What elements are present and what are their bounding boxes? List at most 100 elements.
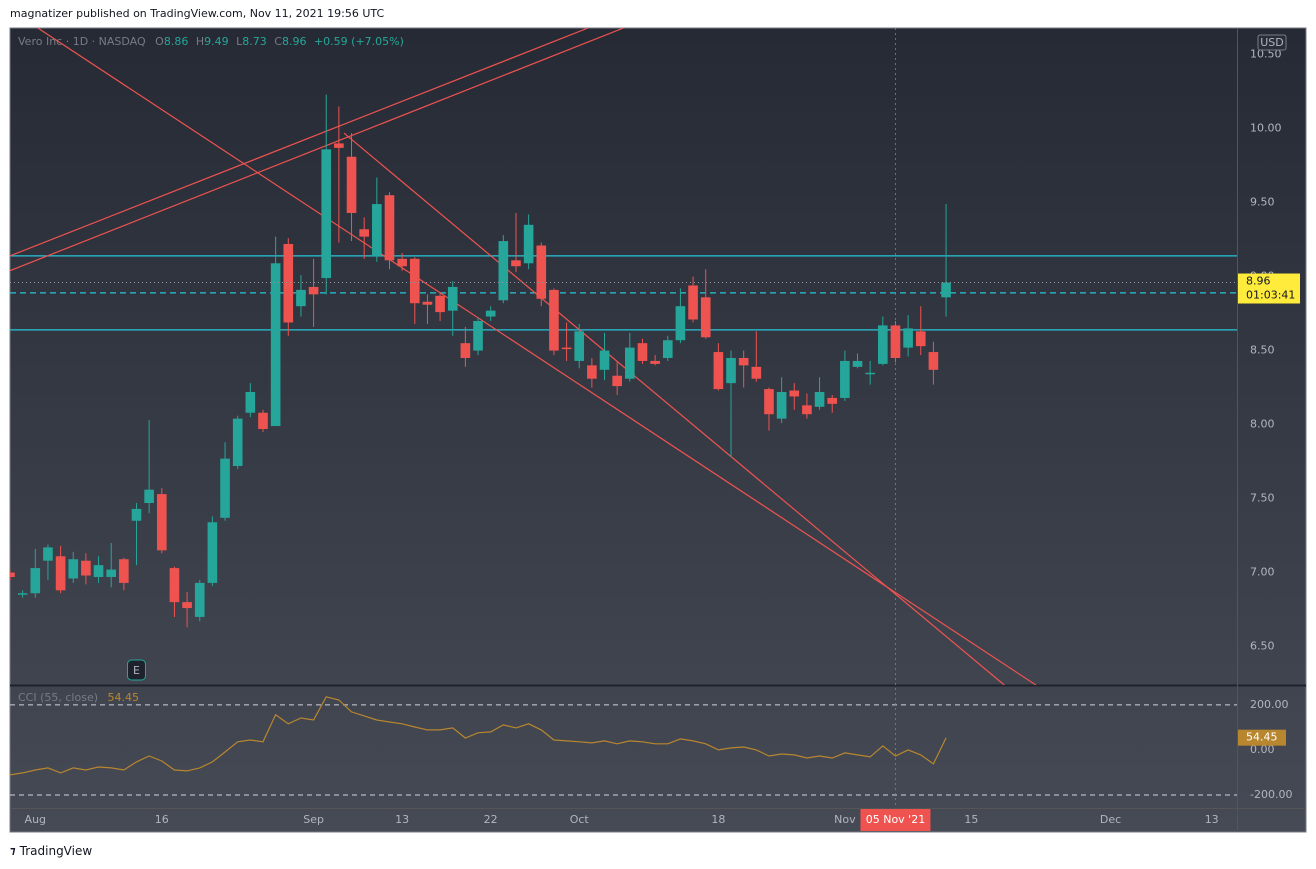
x-tick-label: 13 xyxy=(395,813,409,826)
logo-mark: ⁊ xyxy=(10,844,16,857)
price-label-box xyxy=(1238,273,1300,304)
candle-body xyxy=(30,568,41,594)
price-label: 8.96 xyxy=(1246,275,1271,288)
candle-body xyxy=(194,582,205,617)
x-tick-label: Aug xyxy=(25,813,46,826)
cci-tick-label: -200.00 xyxy=(1250,788,1292,801)
cci-legend: CCI (55, close) 54.45 xyxy=(18,691,139,704)
candle-body xyxy=(574,331,585,361)
candle-body xyxy=(473,320,483,351)
legend-key: H xyxy=(196,35,204,48)
candle-body xyxy=(321,149,332,279)
candle-body xyxy=(17,593,28,595)
candle-body xyxy=(55,556,66,591)
event-label: E xyxy=(133,664,140,677)
cci-value: 54.45 xyxy=(108,691,140,704)
candle-body xyxy=(270,263,281,427)
candle-body xyxy=(523,224,534,264)
countdown: 01:03:41 xyxy=(1246,289,1295,302)
x-tick-label: Nov xyxy=(834,813,856,826)
y-tick-label: 10.50 xyxy=(1250,48,1282,61)
cci-pane xyxy=(10,696,1237,796)
overlay: 6.507.007.508.008.509.009.5010.0010.5020… xyxy=(25,28,1300,831)
y-tick-label: 9.50 xyxy=(1250,196,1275,209)
candle-body xyxy=(599,350,610,370)
currency: USD xyxy=(1260,36,1284,49)
legend-change: +0.59 (+7.05%) xyxy=(314,35,404,48)
legend-high: 9.49 xyxy=(204,35,229,48)
candle-body xyxy=(802,405,812,415)
candle-body xyxy=(928,352,939,370)
candle-body xyxy=(43,547,53,561)
candle-body xyxy=(915,331,926,347)
cci-tick-label: 0.00 xyxy=(1250,743,1275,756)
legend-key: O xyxy=(155,35,164,48)
candle-body xyxy=(700,297,711,338)
x-tick-label: 13 xyxy=(1205,813,1219,826)
main-pane xyxy=(10,28,1237,685)
candle-body xyxy=(827,397,838,404)
candle-body xyxy=(738,357,749,366)
legend-key: L xyxy=(236,35,243,48)
y-tick-label: 8.50 xyxy=(1250,344,1275,357)
candle-body xyxy=(878,325,888,364)
y-tick-label: 10.00 xyxy=(1250,122,1282,135)
candle-body xyxy=(296,289,306,307)
candle-body xyxy=(776,392,787,419)
candle-body xyxy=(726,357,736,384)
candle-body xyxy=(612,375,622,387)
candle-body xyxy=(10,572,15,577)
candle-body xyxy=(447,286,458,311)
candle-body xyxy=(156,494,167,551)
candle-body xyxy=(359,229,369,237)
crosshair-label: 05 Nov '21 xyxy=(866,813,925,826)
legend-open: 8.86 xyxy=(164,35,189,48)
candle-body xyxy=(384,195,395,261)
y-tick-label: 7.00 xyxy=(1250,566,1275,579)
candle-body xyxy=(903,328,913,348)
x-tick-label: Oct xyxy=(570,813,590,826)
candle-body xyxy=(751,366,762,379)
legend-key: C xyxy=(274,35,282,48)
trend-line xyxy=(343,132,1005,685)
candle-body xyxy=(258,412,268,430)
candle-body xyxy=(662,340,673,358)
x-tick-label: Dec xyxy=(1100,813,1121,826)
x-tick-label: 18 xyxy=(711,813,725,826)
cci-line xyxy=(10,696,947,776)
candle-body xyxy=(675,306,686,341)
crosshair-label-box xyxy=(860,809,931,831)
x-tick-label: 16 xyxy=(155,813,169,826)
legend-close: 8.96 xyxy=(282,35,307,48)
candle-body xyxy=(941,282,951,298)
candle-body xyxy=(625,347,635,379)
candle-body xyxy=(144,489,154,503)
candle-body xyxy=(93,565,104,577)
candle-body xyxy=(688,285,698,320)
legend-low: 8.73 xyxy=(242,35,267,48)
legend: Vero Inc · 1D · NASDAQ O8.86 H9.49 L8.73… xyxy=(18,35,404,48)
candle-body xyxy=(68,559,79,579)
currency-box[interactable] xyxy=(1257,34,1287,51)
candle-body xyxy=(372,204,382,256)
y-tick-label: 8.00 xyxy=(1250,418,1275,431)
trend-line xyxy=(10,28,589,257)
candle-body xyxy=(637,343,648,361)
candle-body xyxy=(435,295,445,313)
candle-body xyxy=(220,458,230,518)
publish-header: magnatizer published on TradingView.com,… xyxy=(10,7,384,20)
trend-line xyxy=(10,28,624,272)
brand: TradingView xyxy=(19,844,93,858)
candle-body xyxy=(498,241,509,301)
candle-body xyxy=(245,392,256,413)
event-marker xyxy=(126,659,146,681)
candle-body xyxy=(308,286,319,295)
candle-body xyxy=(561,347,572,350)
candle-body xyxy=(207,522,218,583)
candle-body xyxy=(814,392,825,407)
x-tick-label: 15 xyxy=(964,813,978,826)
candle-body xyxy=(511,260,521,267)
cci-tick-label: 200.00 xyxy=(1250,698,1289,711)
cci-label-box xyxy=(1238,729,1286,746)
